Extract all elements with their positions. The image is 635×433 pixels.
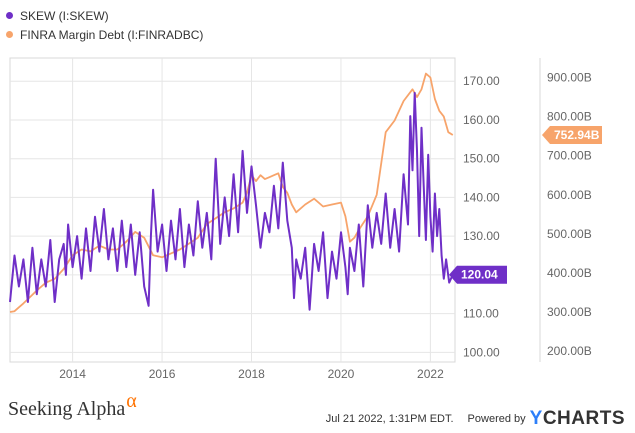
legend-item-finra: FINRA Margin Debt (I:FINRADBC) bbox=[6, 25, 203, 44]
powered-by-text: Powered by bbox=[467, 413, 526, 425]
alpha-icon: α bbox=[126, 390, 137, 412]
legend-item-skew: SKEW (I:SKEW) bbox=[6, 6, 203, 25]
y-left-tick-label: 150.00 bbox=[463, 152, 500, 166]
y-right-tick-label: 300.00B bbox=[547, 305, 592, 319]
legend-label-skew: SKEW (I:SKEW) bbox=[20, 8, 109, 23]
chart-footer: Jul 21 2022, 1:31PM EDT. Powered by YCHA… bbox=[326, 408, 625, 430]
y-left-tick-label: 170.00 bbox=[463, 74, 500, 88]
y-right-tick-label: 800.00B bbox=[547, 110, 592, 124]
plot-area bbox=[9, 57, 456, 363]
x-tick-label: 2020 bbox=[328, 367, 355, 381]
y-left-tick-label: 140.00 bbox=[463, 190, 500, 204]
y-right-tick-label: 500.00B bbox=[547, 227, 592, 241]
x-tick-label: 2018 bbox=[238, 367, 265, 381]
x-tick-label: 2014 bbox=[59, 367, 86, 381]
series-line-skew bbox=[9, 91, 454, 311]
last-value-badge-finra bbox=[542, 126, 602, 145]
y-left-tick-label: 110.00 bbox=[463, 307, 499, 321]
y-left-tick-label: 100.00 bbox=[463, 345, 500, 359]
legend-swatch-skew bbox=[6, 12, 13, 19]
seeking-alpha-logo: Seeking Alphaα bbox=[8, 390, 137, 421]
x-tick-label: 2022 bbox=[417, 367, 444, 381]
y-right-tick-label: 900.00B bbox=[547, 71, 592, 85]
y-right-tick-label: 600.00B bbox=[547, 188, 592, 202]
y-right-tick-label: 700.00B bbox=[547, 149, 592, 163]
y-left-tick-label: 130.00 bbox=[463, 229, 500, 243]
brand-name: Seeking Alpha bbox=[8, 398, 126, 420]
chart-timestamp: Jul 21 2022, 1:31PM EDT. bbox=[325, 413, 454, 425]
y-left-tick-label: 160.00 bbox=[463, 113, 500, 127]
legend-label-finra: FINRA Margin Debt (I:FINRADBC) bbox=[20, 27, 204, 42]
last-value-label-finra: 752.94B bbox=[554, 128, 600, 142]
last-value-badge-skew bbox=[449, 265, 507, 284]
ycharts-logo-text: CHARTS bbox=[542, 408, 625, 429]
x-tick-label: 2016 bbox=[149, 367, 176, 381]
last-value-label-skew: 120.04 bbox=[461, 268, 498, 282]
ycharts-logo-y: Y bbox=[529, 408, 543, 429]
ycharts-logo: YCHARTS bbox=[530, 408, 625, 430]
chart-legend: SKEW (I:SKEW) FINRA Margin Debt (I:FINRA… bbox=[6, 6, 203, 44]
y-right-tick-label: 400.00B bbox=[547, 266, 592, 280]
legend-swatch-finra bbox=[6, 31, 13, 38]
y-right-tick-label: 200.00B bbox=[547, 344, 592, 358]
